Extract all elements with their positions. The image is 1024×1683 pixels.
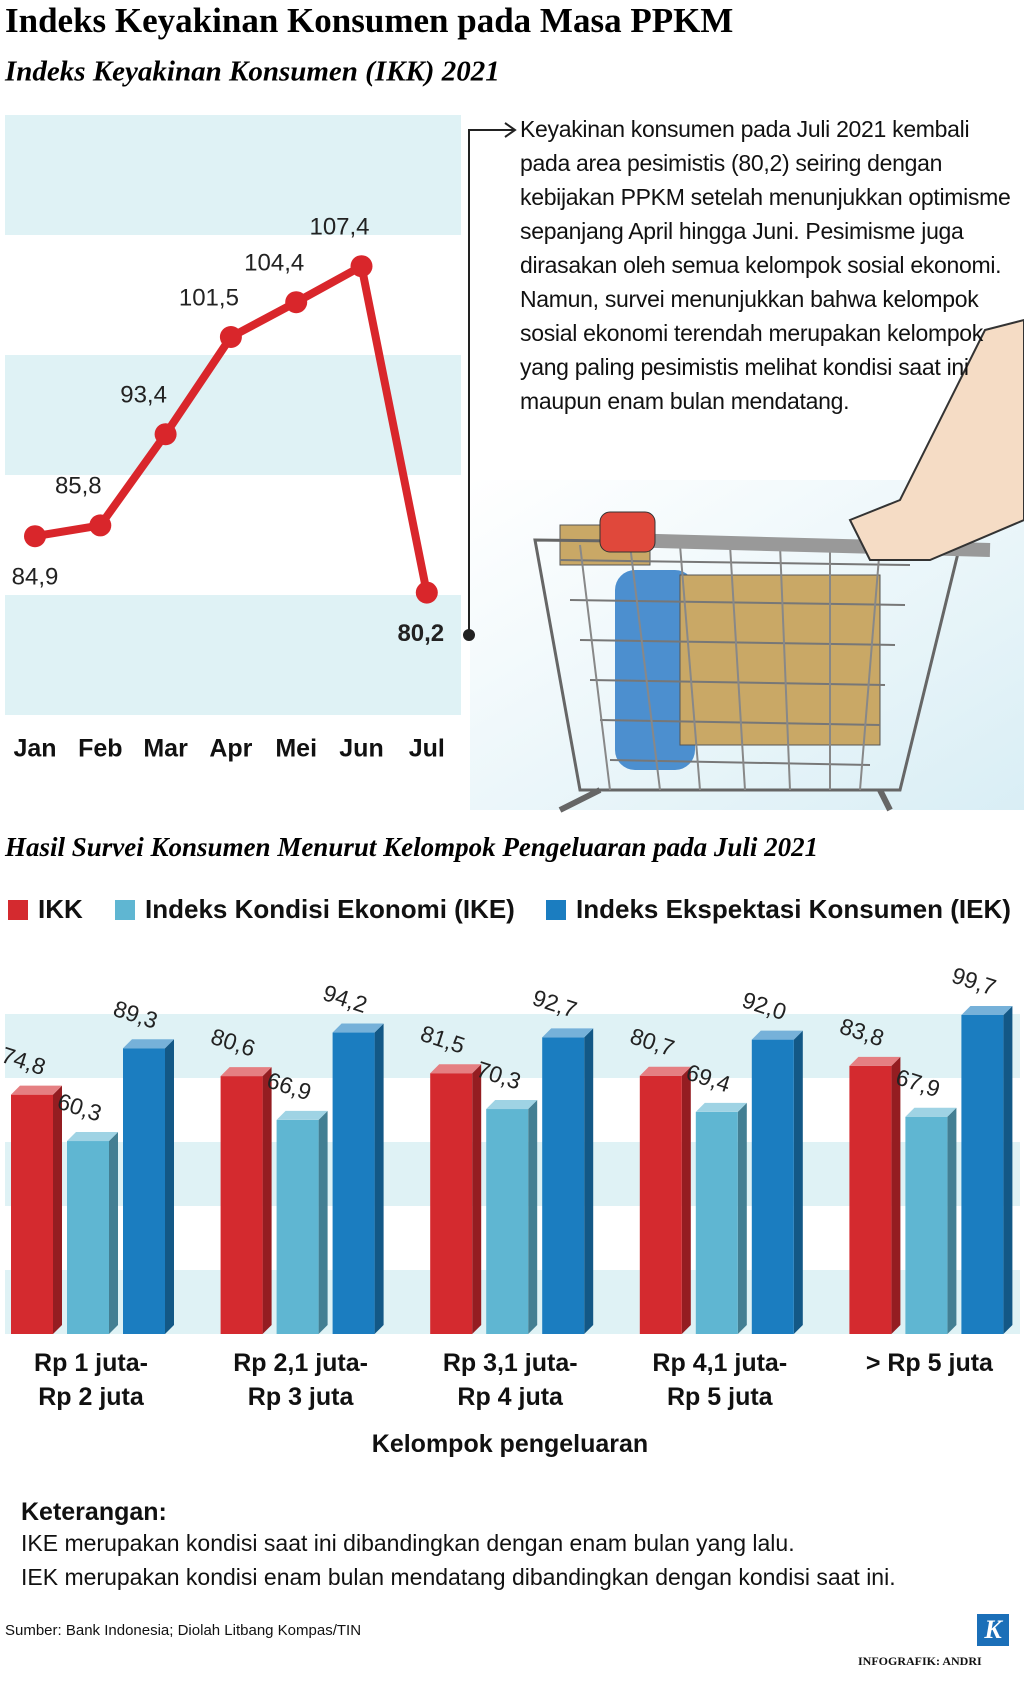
bar-side [891,1056,901,1334]
x-tick-label: Jan [13,735,56,763]
bar-top [905,1107,957,1117]
data-label: 85,8 [55,473,102,500]
bar-side [584,1028,594,1334]
legend-label: Indeks Kondisi Ekonomi (IKE) [145,894,515,924]
bar-top [11,1085,62,1095]
bar-top [67,1132,118,1142]
legend-swatch [8,900,28,920]
annotation: Keyakinan konsumen pada Juli 2021 kembal… [520,116,1011,414]
bar-side [947,1107,957,1334]
cart-illustration [533,318,1024,813]
bar-side [165,1039,174,1334]
logo: K [977,1614,1009,1646]
pointer [463,122,517,641]
source: Sumber: Bank Indonesia; Diolah Litbang K… [5,1622,362,1639]
x-axis-label: Kelompok pengeluaran [371,1430,649,1458]
bar [961,1014,1004,1334]
bar-side [793,1030,803,1334]
data-label: 104,4 [244,250,304,277]
data-label: 93,4 [120,382,167,409]
bar-top [695,1102,747,1112]
bar-side [737,1102,747,1334]
legend-label: IKK [38,894,83,924]
bar-top [123,1039,174,1049]
legend-swatch [115,900,135,920]
point [350,255,373,278]
bar-top [332,1023,384,1033]
bar-side [528,1100,538,1334]
bar-top [276,1110,328,1120]
bar [905,1116,948,1334]
note-line: IKE merupakan kondisi saat ini dibanding… [21,1530,795,1556]
x-tick-label: Rp 4,1 juta- Rp 5 juta [652,1349,788,1411]
bar [849,1065,892,1334]
bar [276,1119,319,1334]
data-label: 84,9 [12,564,59,591]
x-tick-label: Rp 2,1 juta- Rp 3 juta [233,1349,368,1411]
x-tick-label: Feb [78,735,122,763]
bar [639,1075,682,1334]
legend-swatch [546,900,566,920]
bar-side [472,1064,482,1334]
data-label: 101,5 [179,284,239,311]
data-label: 94,2 [320,979,371,1018]
point [415,581,438,604]
bar-top [639,1066,691,1076]
line-chart-title: Indeks Keyakinan Konsumen (IKK) 2021 [4,56,500,88]
legend-label: Indeks Ekspektasi Konsumen (IEK) [576,894,1011,924]
bar-top [961,1005,1013,1015]
x-tick-label: > Rp 5 juta [865,1349,993,1377]
x-tick-label: Jun [339,735,383,763]
grid-band [5,115,461,235]
point [154,423,177,446]
data-label: 107,4 [309,214,369,241]
bar-top [751,1030,803,1040]
bar-top [220,1067,272,1077]
point [24,525,46,548]
bar-side [109,1132,118,1334]
bar-top [542,1028,594,1038]
bar [67,1141,109,1334]
grid-band [5,595,461,715]
data-label: 99,7 [949,962,1000,1001]
bar-top [430,1064,482,1074]
bar [430,1073,473,1334]
bar-top [849,1056,901,1066]
bar-chart-title: Hasil Survei Konsumen Menurut Kelompok P… [4,832,818,862]
notes-title: Keterangan: [21,1498,167,1526]
bar-side [318,1110,328,1334]
x-tick-label: Rp 1 juta- Rp 2 juta [34,1349,148,1411]
bar [220,1076,263,1334]
x-tick-label: Jul [409,735,445,763]
x-tick-label: Rp 3,1 juta- Rp 4 juta [442,1349,578,1411]
point [219,326,242,348]
note-line: IEK merupakan kondisi enam bulan mendata… [21,1564,896,1590]
point [285,291,308,314]
bar [542,1037,585,1334]
bar [751,1039,794,1334]
bar [332,1032,375,1334]
bar [11,1094,53,1334]
bar-side [53,1085,62,1334]
bar-side [374,1023,384,1334]
x-tick-label: Apr [209,735,252,763]
point [89,514,112,537]
credit: INFOGRAFIK: ANDRI [858,1654,982,1668]
x-tick-label: Mar [143,735,188,763]
bar [123,1048,165,1334]
bar-side [1003,1005,1013,1334]
bar-side [262,1067,272,1334]
bar [486,1109,529,1334]
x-tick-label: Mei [275,735,317,763]
bar-top [486,1100,538,1110]
bar-side [681,1066,691,1334]
data-label: 80,2 [397,620,444,647]
bar [695,1111,738,1334]
title: Indeks Keyakinan Konsumen pada Masa PPKM [5,1,733,40]
